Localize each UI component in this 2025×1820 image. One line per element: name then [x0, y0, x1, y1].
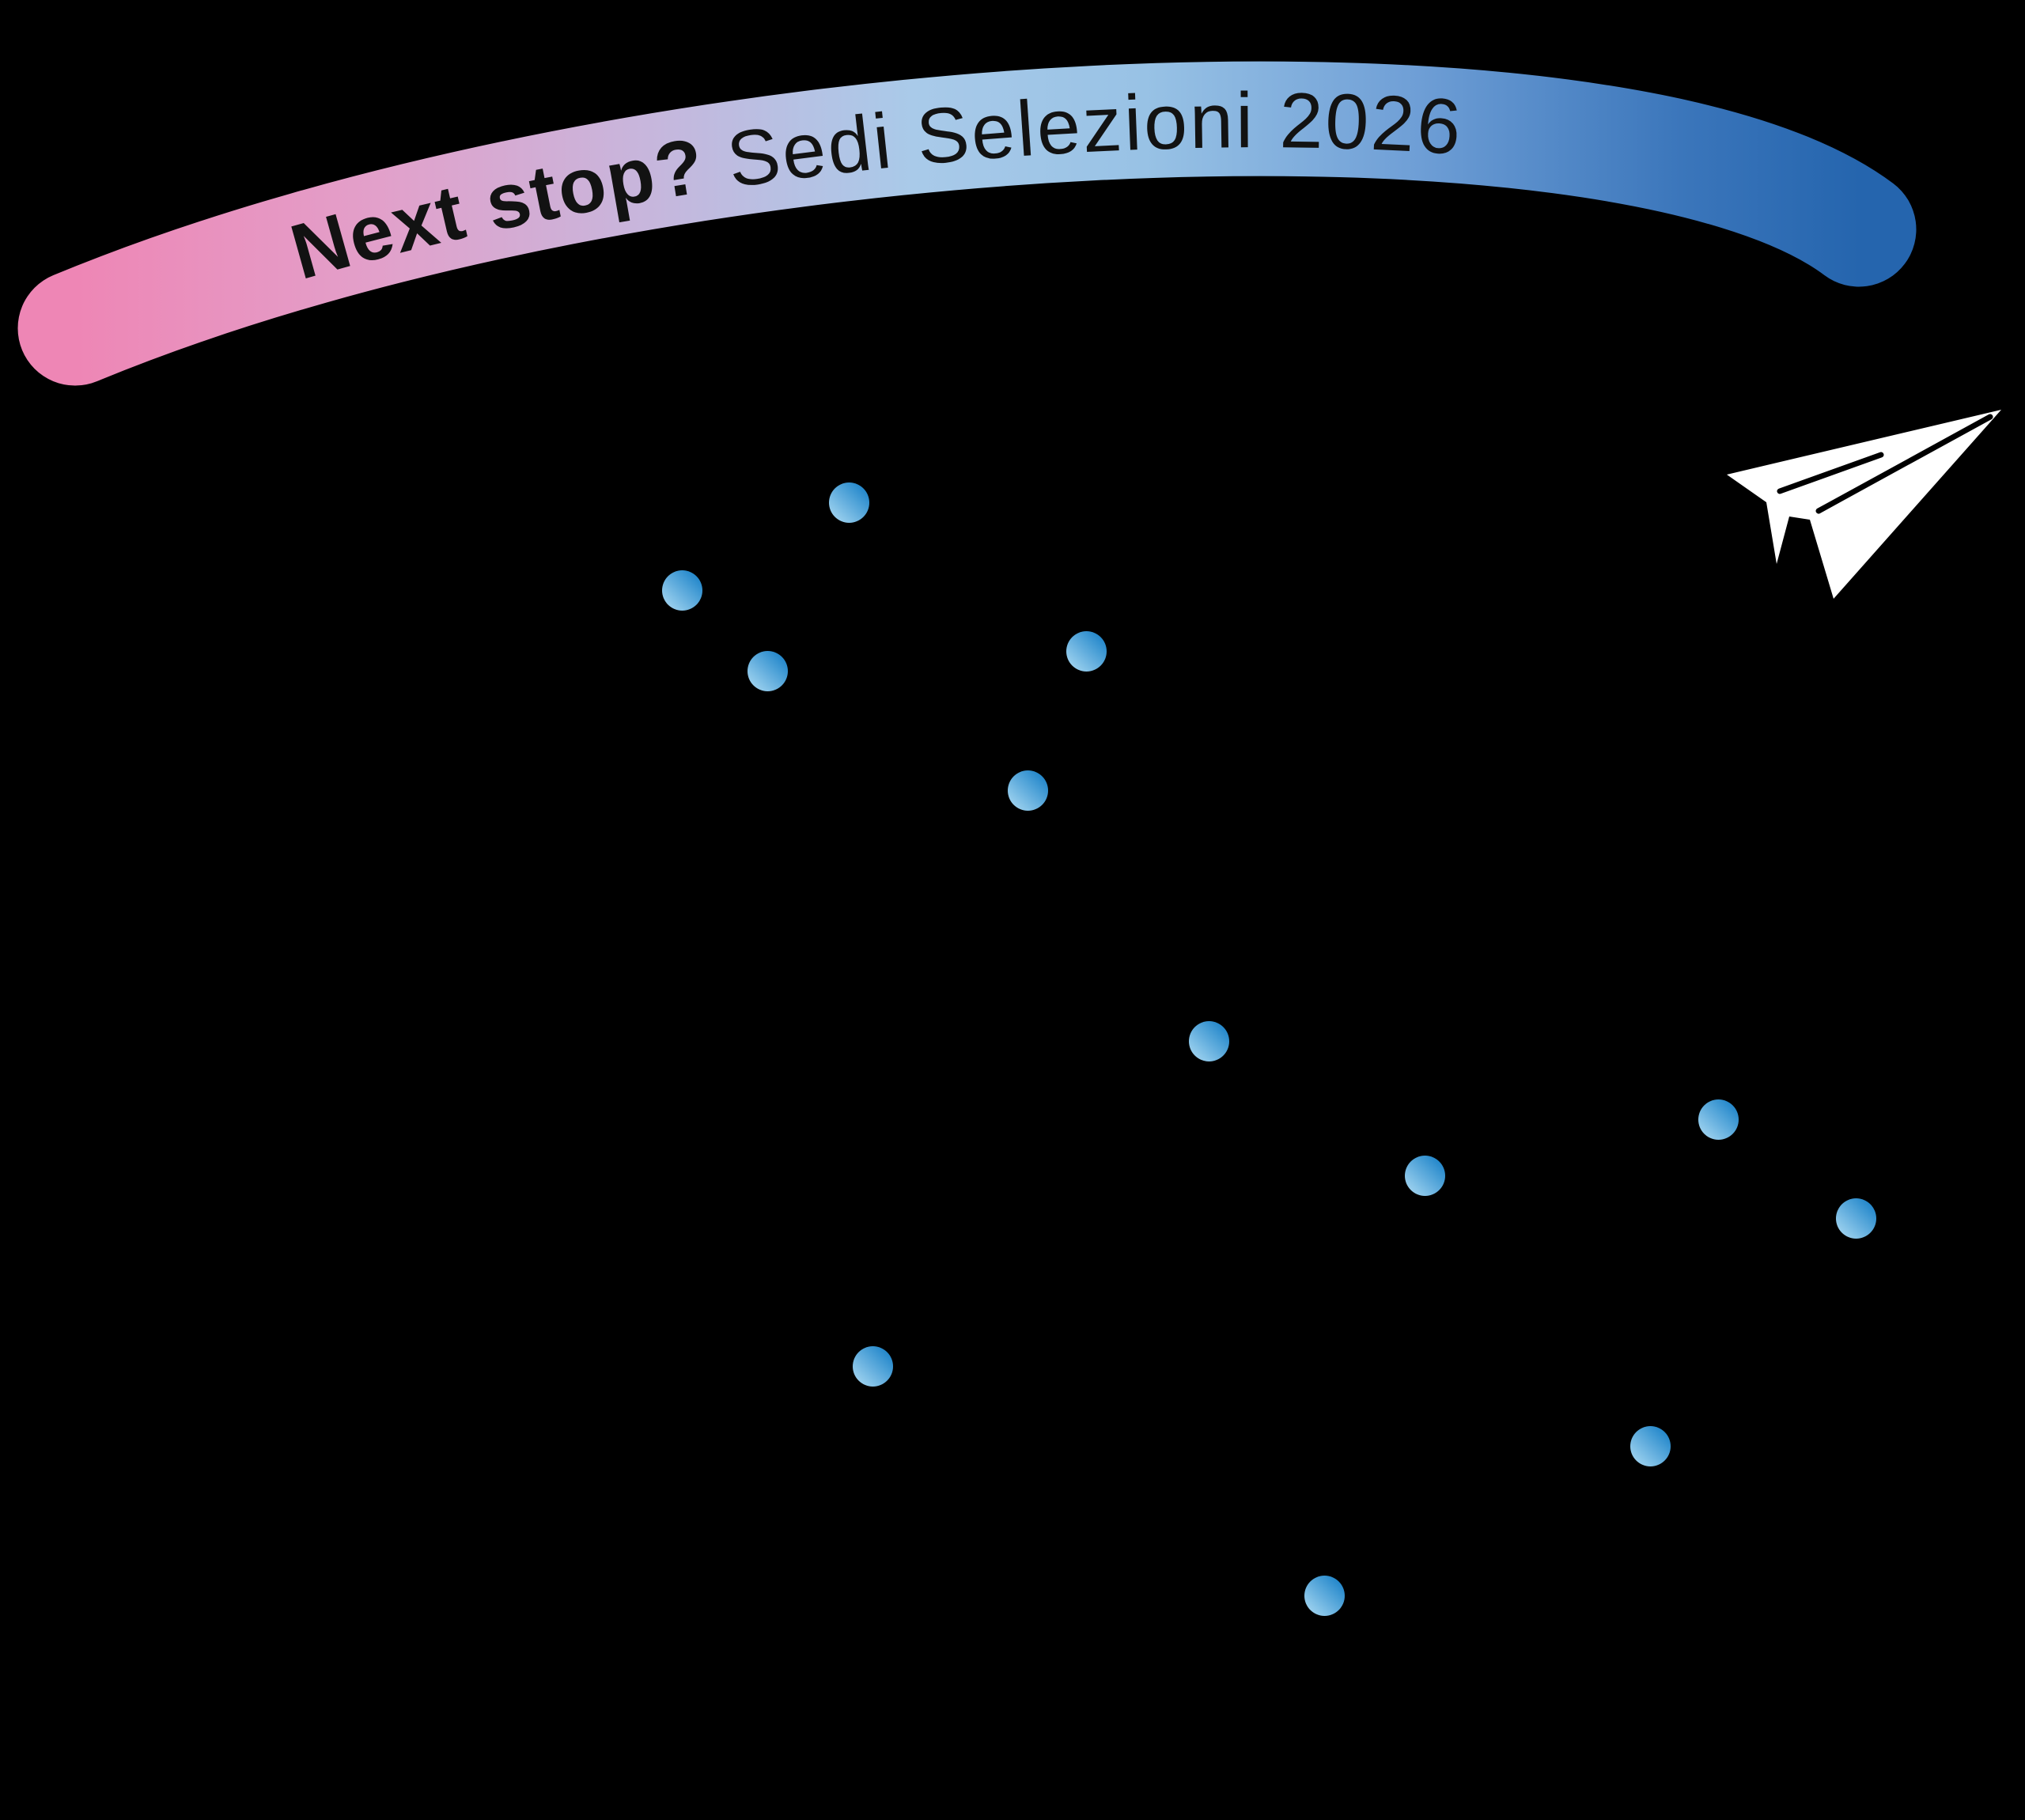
location-dot	[1304, 1575, 1345, 1616]
location-dot	[1065, 630, 1107, 672]
location-dot	[828, 482, 869, 523]
location-dot	[1835, 1198, 1876, 1239]
location-dot	[661, 569, 702, 611]
location-dot	[1629, 1425, 1671, 1466]
location-dot	[1404, 1155, 1445, 1196]
location-dot	[852, 1345, 893, 1387]
paper-plane-icon	[1727, 410, 2001, 599]
location-dot	[747, 650, 788, 691]
location-dot	[1698, 1099, 1739, 1140]
location-dot	[1007, 770, 1048, 811]
location-dot	[1188, 1020, 1229, 1061]
